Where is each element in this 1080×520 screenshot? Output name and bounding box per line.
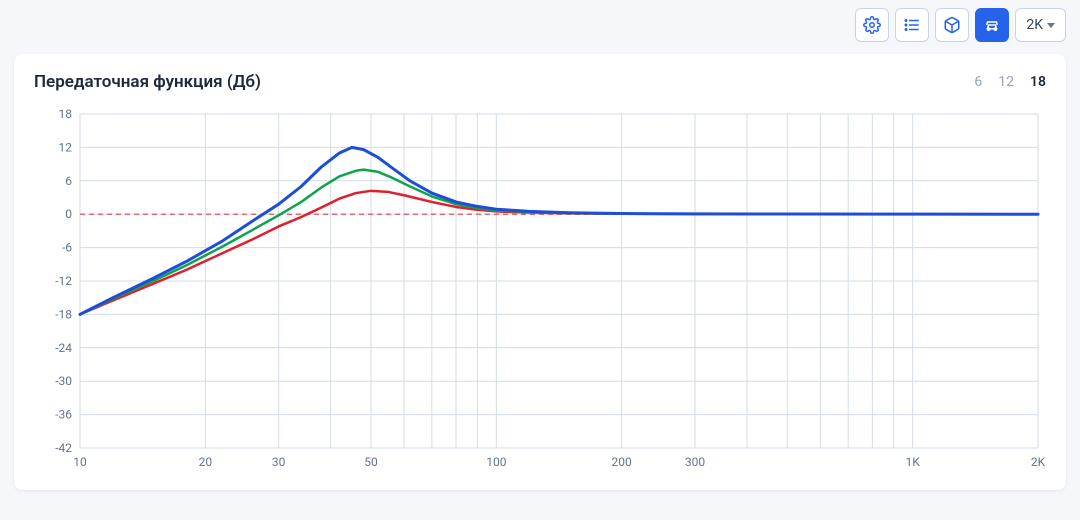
option-18[interactable]: 18 <box>1030 74 1046 90</box>
svg-text:-18: -18 <box>55 307 72 321</box>
svg-text:-30: -30 <box>55 374 72 388</box>
chevron-down-icon <box>1047 23 1055 28</box>
card-title: Передаточная функция (Дб) <box>34 72 261 92</box>
chart-card: Передаточная функция (Дб) 6 12 18 18 12 6 0… <box>14 54 1066 490</box>
range-dropdown-label: 2K <box>1026 17 1043 33</box>
car-button[interactable] <box>975 8 1009 42</box>
range-dropdown[interactable]: 2K <box>1015 8 1066 42</box>
toolbar: 2K <box>0 0 1080 42</box>
card-header: Передаточная функция (Дб) 6 12 18 <box>34 72 1046 92</box>
svg-text:-42: -42 <box>55 441 72 455</box>
option-6[interactable]: 6 <box>974 74 982 90</box>
svg-text:-36: -36 <box>55 408 72 422</box>
svg-text:1K: 1K <box>906 455 921 469</box>
cube-button[interactable] <box>935 8 969 42</box>
svg-text:18: 18 <box>59 107 73 121</box>
svg-text:10: 10 <box>73 455 87 469</box>
svg-text:-6: -6 <box>62 241 72 255</box>
option-12[interactable]: 12 <box>998 74 1014 90</box>
list-button[interactable] <box>895 8 929 42</box>
card-options: 6 12 18 <box>974 74 1046 90</box>
svg-text:50: 50 <box>364 455 378 469</box>
gear-icon <box>863 16 881 34</box>
svg-text:20: 20 <box>199 455 213 469</box>
car-icon <box>983 16 1001 34</box>
list-icon <box>903 16 921 34</box>
svg-text:200: 200 <box>612 455 632 469</box>
svg-text:100: 100 <box>486 455 506 469</box>
svg-text:6: 6 <box>65 174 72 188</box>
svg-text:12: 12 <box>59 140 73 154</box>
svg-text:30: 30 <box>272 455 286 469</box>
svg-text:-12: -12 <box>55 274 72 288</box>
svg-text:300: 300 <box>685 455 705 469</box>
settings-button[interactable] <box>855 8 889 42</box>
cube-icon <box>943 16 961 34</box>
transfer-function-chart: 18 12 6 0 -6 -12 -18 -24 -30 -36 -4210 20 30 50 100 200… <box>34 106 1046 476</box>
svg-text:0: 0 <box>65 207 72 221</box>
svg-text:2K: 2K <box>1031 455 1046 469</box>
chart-area: 18 12 6 0 -6 -12 -18 -24 -30 -36 -4210 20 30 50 100 200… <box>34 106 1046 476</box>
svg-text:-24: -24 <box>55 341 72 355</box>
